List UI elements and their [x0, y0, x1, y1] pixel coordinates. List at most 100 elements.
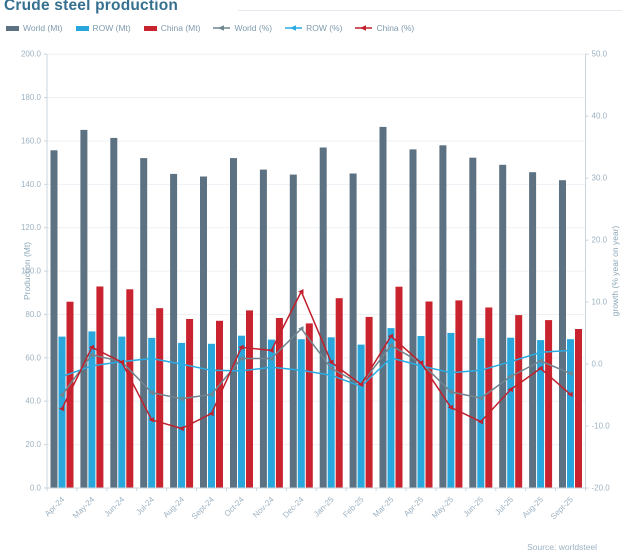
y-left-tick-label: 40.0: [25, 397, 41, 406]
source-label: Source: worldsteel: [527, 542, 597, 552]
y-left-tick-label: 140.0: [21, 180, 42, 189]
marker-world-mar-25: [387, 342, 394, 349]
bar-row-mt-dec-24: [297, 339, 305, 488]
bar-row-mt-sept-24: [208, 343, 215, 488]
legend-item-row: ROW (%): [285, 23, 342, 33]
y-left-tick-label: 80.0: [25, 310, 41, 319]
bar-china-mt-jan-25: [335, 298, 343, 488]
x-tick-label: Sept-24: [190, 495, 217, 522]
bar-row-mt-may-25: [447, 332, 455, 488]
y-right-tick-label: -10.0: [592, 422, 611, 431]
legend-label: ROW (Mt): [92, 23, 131, 33]
marker-china-oct-24: [238, 344, 244, 350]
bar-row-mt-may-24: [88, 331, 96, 488]
bar-china-mt-jun-25: [485, 307, 493, 488]
bar-china-mt-apr-25: [425, 301, 433, 488]
y-left-tick-label: 0.0: [30, 484, 42, 493]
legend-item-china: China (%): [355, 23, 414, 33]
marker-china-may-25: [447, 404, 454, 410]
bar-world-mt-mar-25: [379, 126, 387, 489]
marker-world-aug-24: [178, 396, 184, 402]
marker-row-oct-24: [238, 368, 244, 374]
marker-china-sept-25: [567, 391, 573, 397]
bar-world-mt-aug-25: [529, 172, 537, 488]
legend-item-world-mt: World (Mt): [6, 23, 63, 33]
y-right-tick-label: 20.0: [592, 236, 608, 245]
y-left-tick-label: 160.0: [21, 136, 42, 145]
y-right-tick-label: 50.0: [592, 50, 608, 59]
marker-row-mar-25: [387, 355, 394, 361]
marker-china-jul-24: [148, 417, 154, 423]
legend-label: World (Mt): [23, 23, 63, 33]
marker-china-feb-25: [357, 381, 364, 388]
x-tick-label: May-24: [71, 495, 97, 521]
bar-world-mt-aug-24: [170, 173, 178, 488]
bar-row-mt-oct-24: [238, 335, 245, 488]
legend-item-china-mt: China (Mt): [143, 23, 200, 33]
bar-world-mt-nov-24: [259, 169, 267, 488]
bar-china-mt-mar-25: [395, 286, 403, 488]
marker-row-may-25: [447, 370, 454, 376]
marker-world-aug-25: [537, 358, 543, 364]
y-right-tick-label: -20.0: [592, 484, 611, 493]
line-china: [61, 290, 571, 430]
bar-world-mt-jun-25: [469, 157, 477, 488]
marker-china-apr-25: [417, 360, 424, 366]
bar-row-mt-aug-24: [178, 342, 186, 488]
bar-row-mt-sept-25: [567, 339, 574, 488]
marker-row-apr-24: [58, 373, 65, 380]
y-left-tick-label: 100.0: [21, 267, 42, 276]
bar-china-mt-aug-25: [545, 320, 553, 488]
bar-china-mt-may-24: [96, 286, 104, 488]
marker-row-may-24: [88, 363, 95, 369]
marker-row-jun-25: [477, 367, 483, 373]
legend-item-world: World (%): [213, 23, 272, 33]
marker-row-jul-25: [507, 359, 513, 365]
marker-world-jun-25: [477, 395, 483, 401]
marker-row-dec-24: [298, 367, 304, 373]
bar-china-mt-feb-25: [365, 316, 373, 488]
bar-row-mt-feb-25: [357, 344, 365, 488]
x-tick-label: Jul-25: [493, 495, 515, 517]
bar-china-mt-sept-25: [575, 329, 582, 488]
x-tick-label: May-25: [430, 495, 456, 521]
y-right-tick-label: 10.0: [592, 298, 608, 307]
x-tick-label: Mar-25: [371, 495, 396, 520]
y-left-tick-label: 20.0: [25, 440, 41, 449]
legend-label: World (%): [234, 23, 273, 33]
y-left-tick-label: 180.0: [21, 93, 42, 102]
x-tick-label: Jul-24: [134, 495, 156, 517]
bar-row-mt-jan-25: [327, 337, 335, 488]
bar-china-mt-jul-24: [156, 308, 164, 488]
bar-row-mt-mar-25: [387, 328, 395, 488]
marker-row-aug-25: [537, 349, 543, 355]
bar-world-mt-sept-24: [200, 176, 207, 488]
bar-world-mt-feb-25: [349, 173, 357, 488]
x-tick-label: Jun-25: [462, 495, 486, 519]
bar-world-mt-jul-25: [499, 164, 507, 489]
marker-world-jan-25: [328, 365, 334, 371]
legend-bar-swatch: [143, 25, 157, 31]
y-right-tick-label: 40.0: [592, 112, 608, 121]
marker-china-mar-25: [387, 333, 394, 339]
marker-china-jan-25: [328, 359, 334, 365]
marker-row-jul-24: [148, 355, 154, 362]
y-right-tick-label: 0.0: [592, 360, 604, 369]
marker-row-sept-25: [567, 347, 573, 353]
legend-bar-swatch: [6, 25, 19, 31]
bar-china-mt-aug-24: [186, 319, 194, 488]
y-right-tick-label: 30.0: [592, 174, 608, 183]
marker-world-sept-25: [567, 370, 573, 376]
bar-row-mt-jun-24: [118, 336, 126, 488]
marker-world-jul-24: [148, 390, 154, 396]
marker-china-jun-25: [477, 419, 483, 425]
legend-line-marker-swatch: [213, 25, 231, 31]
marker-china-sept-24: [208, 411, 214, 417]
marker-china-dec-24: [298, 289, 304, 295]
bar-row-mt-jun-25: [477, 338, 485, 488]
bar-china-mt-apr-24: [66, 301, 74, 488]
x-tick-label: Aug-25: [520, 495, 545, 520]
legend-label: ROW (%): [306, 23, 343, 33]
bar-china-mt-sept-24: [216, 320, 223, 488]
